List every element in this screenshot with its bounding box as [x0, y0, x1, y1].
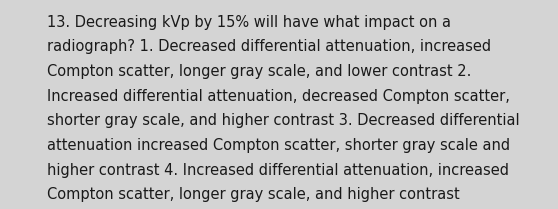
Text: Compton scatter, longer gray scale, and lower contrast 2.: Compton scatter, longer gray scale, and …	[47, 64, 472, 79]
Text: Compton scatter, longer gray scale, and higher contrast: Compton scatter, longer gray scale, and …	[47, 187, 460, 202]
Text: radiograph? 1. Decreased differential attenuation, increased: radiograph? 1. Decreased differential at…	[47, 39, 492, 54]
Text: 13. Decreasing kVp by 15% will have what impact on a: 13. Decreasing kVp by 15% will have what…	[47, 15, 451, 30]
Text: Increased differential attenuation, decreased Compton scatter,: Increased differential attenuation, decr…	[47, 89, 511, 104]
Text: shorter gray scale, and higher contrast 3. Decreased differential: shorter gray scale, and higher contrast …	[47, 113, 520, 128]
Text: attenuation increased Compton scatter, shorter gray scale and: attenuation increased Compton scatter, s…	[47, 138, 511, 153]
Text: higher contrast 4. Increased differential attenuation, increased: higher contrast 4. Increased differentia…	[47, 163, 509, 178]
